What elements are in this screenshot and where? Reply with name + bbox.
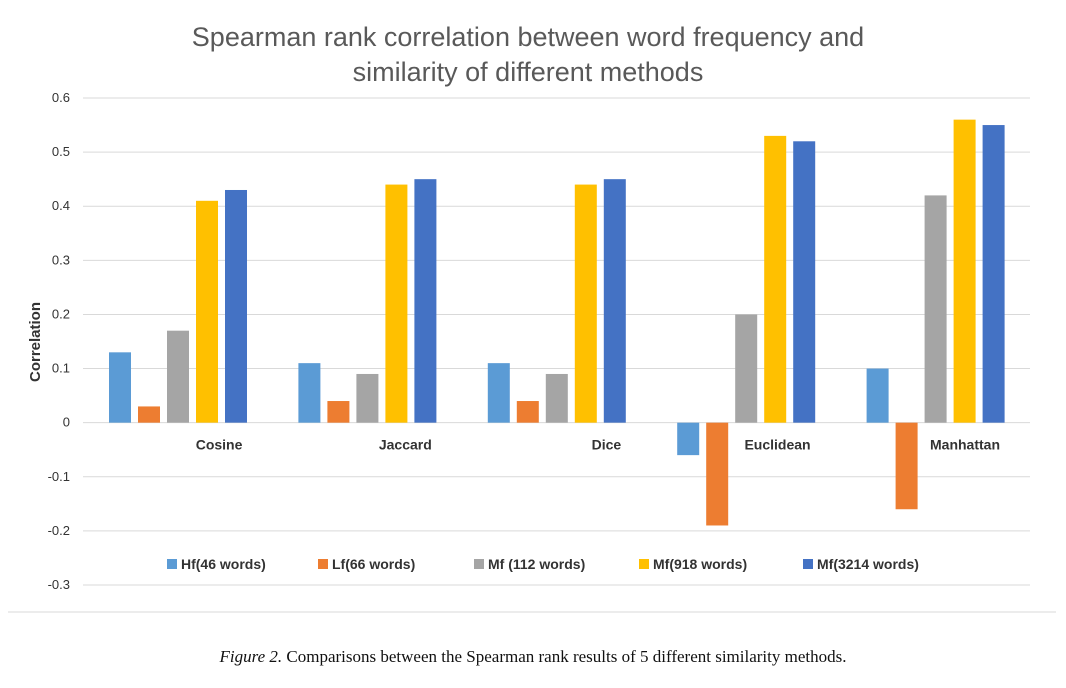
legend-swatch [474, 559, 484, 569]
bar [385, 184, 408, 423]
legend-label: Lf(66 words) [332, 556, 415, 572]
bar [109, 352, 131, 423]
category-label: Jaccard [379, 437, 432, 453]
y-tick-labels: 0.6 0.5 0.4 0.3 0.2 0.1 0 -0.1 -0.2 -0.3 [48, 90, 70, 592]
chart-title-line-1: Spearman rank correlation between word f… [192, 22, 864, 52]
bar [982, 125, 1005, 423]
bar [953, 119, 976, 423]
bar [574, 184, 597, 423]
category-label: Dice [592, 437, 622, 453]
category-label: Manhattan [930, 437, 1000, 453]
bar [196, 200, 218, 423]
figure-caption: Figure 2. Comparisons between the Spearm… [0, 647, 1066, 667]
category-labels: Cosine Jaccard Dice Euclidean Manhattan [196, 437, 1000, 453]
bars [109, 119, 1005, 526]
y-tick-label: -0.3 [48, 577, 70, 592]
y-tick-label: 0.2 [52, 306, 70, 321]
bar [487, 363, 510, 423]
y-tick-label: -0.2 [48, 523, 70, 538]
y-tick-label: -0.1 [48, 469, 70, 484]
figure-caption-text: Comparisons between the Spearman rank re… [282, 647, 847, 666]
bar [735, 314, 758, 423]
bar [895, 422, 918, 510]
y-tick-label: 0.5 [52, 144, 70, 159]
legend-swatch [318, 559, 328, 569]
bar [545, 373, 568, 423]
legend-label: Mf(3214 words) [817, 556, 919, 572]
y-tick-label: 0.4 [52, 198, 70, 213]
bar [677, 422, 700, 456]
chart: Spearman rank correlation between word f… [0, 0, 1066, 640]
figure-caption-label: Figure 2. [219, 647, 283, 666]
y-axis-label: Correlation [27, 302, 44, 382]
bar [603, 179, 626, 423]
bar [298, 363, 321, 423]
legend-swatch [639, 559, 649, 569]
bar [327, 401, 350, 423]
y-tick-label: 0 [63, 415, 70, 430]
legend-label: Mf (112 words) [488, 556, 585, 572]
bar [167, 330, 189, 423]
y-tick-label: 0.6 [52, 90, 70, 105]
bar [138, 406, 160, 423]
legend: Hf(46 words) Lf(66 words) Mf (112 words) Mf… [167, 556, 919, 572]
legend-label: Hf(46 words) [181, 556, 266, 572]
category-label: Euclidean [744, 437, 810, 453]
bar [793, 141, 816, 423]
bar [356, 373, 379, 423]
chart-background [0, 0, 1066, 640]
category-label: Cosine [196, 437, 243, 453]
bar [706, 422, 729, 526]
bar [225, 189, 247, 423]
legend-swatch [803, 559, 813, 569]
legend-label: Mf(918 words) [653, 556, 747, 572]
bar [866, 368, 889, 423]
bar [764, 135, 787, 423]
y-tick-label: 0.3 [52, 252, 70, 267]
bar [516, 401, 539, 423]
bar [924, 195, 947, 423]
chart-title-line-2: similarity of different methods [353, 57, 704, 87]
legend-swatch [167, 559, 177, 569]
y-tick-label: 0.1 [52, 361, 70, 376]
bar [414, 179, 437, 423]
